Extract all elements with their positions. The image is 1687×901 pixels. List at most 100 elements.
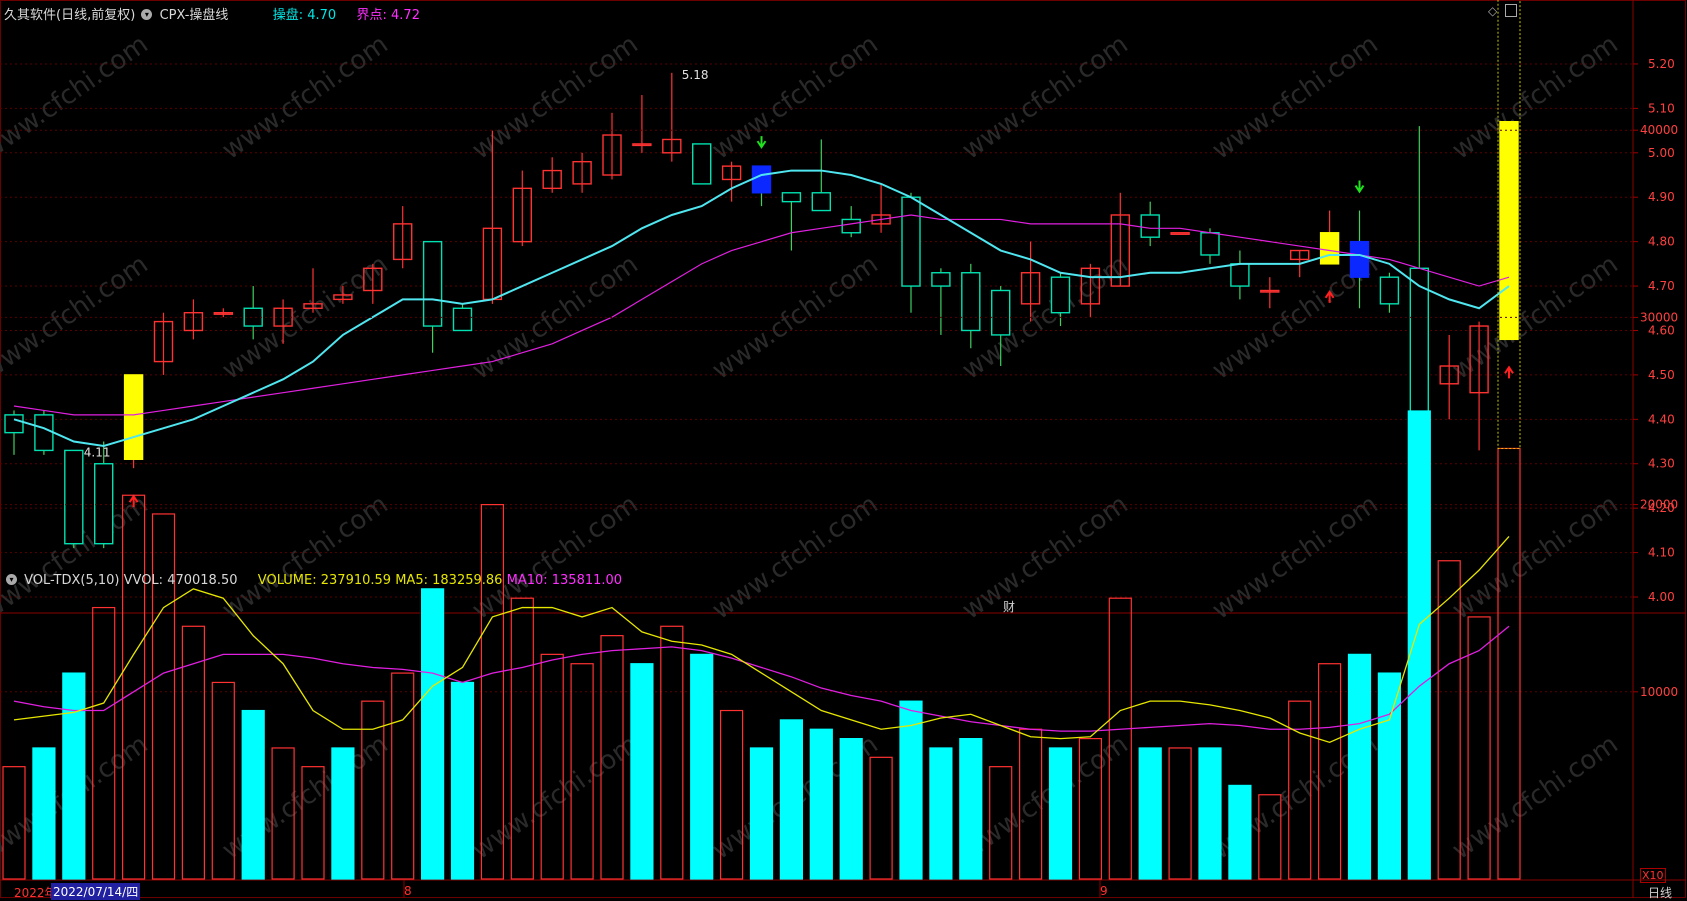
volume-bar <box>869 756 893 880</box>
volume-bar <box>480 504 504 880</box>
watermark-text: www.cfchi.com <box>957 729 1134 865</box>
watermark-text: www.cfchi.com <box>957 489 1134 625</box>
candle-body <box>542 169 562 190</box>
volume-tick-label: 30000 <box>1640 310 1678 324</box>
candle-body <box>632 143 652 147</box>
cai-marker[interactable]: 财 <box>1003 600 1016 614</box>
date-left: 2022年 <box>14 886 57 900</box>
volume-bar <box>1407 410 1431 880</box>
volume-bar <box>1317 663 1342 880</box>
ma10-value: 135811.00 <box>551 573 623 588</box>
volume-bar <box>809 728 833 880</box>
buy-arrow-icon <box>128 494 139 508</box>
candle-body <box>273 307 293 327</box>
jiedian-label: 界点: <box>356 8 387 23</box>
volume-tick-label: 20000 <box>1640 498 1678 512</box>
volume-bar <box>660 625 684 880</box>
price-tick-label: 4.40 <box>1648 412 1675 426</box>
extreme-price-label: 5.18 <box>682 68 709 82</box>
volume-ma-lines <box>13 535 1510 744</box>
volume-bars[interactable] <box>2 0 1521 880</box>
sell-arrow-icon <box>1354 180 1365 194</box>
watermark-text: www.cfchi.com <box>1207 29 1384 165</box>
vvol-value: 470018.50 <box>167 573 238 588</box>
price-tick-label: 4.80 <box>1648 235 1675 249</box>
price-tick-label: 5.10 <box>1648 101 1675 115</box>
volume-bar <box>1288 700 1312 880</box>
volume-bar <box>600 635 624 880</box>
watermark-text: www.cfchi.com <box>217 29 394 165</box>
price-tick-label: 4.70 <box>1648 279 1675 293</box>
volume-bar <box>1108 597 1132 880</box>
volume-header: ▾ VOL-TDX(5,10) VVOL: 470018.50 VOLUME: … <box>4 573 622 588</box>
vol-dropdown-icon[interactable]: ▾ <box>6 574 17 585</box>
candle-body <box>1260 289 1280 293</box>
candle-body <box>931 272 951 287</box>
window-icon[interactable] <box>1505 4 1517 17</box>
jiedian-value: 4.72 <box>391 8 420 23</box>
price-tick-label: 4.60 <box>1648 323 1675 337</box>
moving-averages <box>13 169 1510 447</box>
price-tick-label: 4.00 <box>1648 590 1675 604</box>
volume-bar <box>121 494 146 880</box>
vol-ma10-line <box>13 625 1510 732</box>
volume-bar <box>1437 560 1461 880</box>
candle-body <box>512 187 532 243</box>
watermark-text: www.cfchi.com <box>707 29 884 165</box>
volume-bar <box>211 681 235 880</box>
volume-value: 237910.59 <box>320 573 392 588</box>
candle-body <box>452 307 473 332</box>
volume-bar <box>570 663 594 880</box>
watermark-text: www.cfchi.com <box>707 489 884 625</box>
volume-bar <box>1078 737 1103 880</box>
candle-body <box>1140 214 1160 238</box>
ma-fast-line <box>13 169 1510 447</box>
watermark-text: www.cfchi.com <box>957 29 1134 165</box>
volume-bar <box>1138 747 1162 880</box>
period-label[interactable]: 日线 <box>1648 886 1673 900</box>
candle-body <box>692 143 712 185</box>
dropdown-icon[interactable]: ▾ <box>141 9 153 20</box>
indicator-name[interactable]: CPX-操盘线 <box>159 8 229 23</box>
watermark-text: www.cfchi.com <box>1207 489 1384 625</box>
volume-bar <box>421 588 445 880</box>
candle-body <box>422 240 443 327</box>
volume-label: VOLUME: <box>257 573 317 588</box>
candle-body <box>1349 240 1370 278</box>
price-tick-label: 4.20 <box>1648 501 1675 515</box>
volume-bar <box>32 747 56 880</box>
candle-body <box>1110 214 1131 287</box>
volume-bar <box>2 766 26 880</box>
caopan-value: 4.70 <box>307 8 337 23</box>
candle-body <box>153 320 174 363</box>
volume-bar <box>241 709 265 880</box>
candle-body <box>781 192 802 203</box>
price-tick-label: 5.20 <box>1648 57 1675 71</box>
date-cursor: 2022/07/14/四 <box>51 883 141 900</box>
volume-bar <box>1048 747 1073 880</box>
candle-body <box>1289 249 1310 261</box>
vvol-label: VVOL: <box>123 573 164 588</box>
volume-bar <box>1198 747 1222 880</box>
volume-bar <box>690 653 714 880</box>
price-tick-label: 5.00 <box>1648 146 1675 160</box>
price-tick-label: 4.90 <box>1648 190 1675 204</box>
caopan-label: 操盘: <box>272 8 304 23</box>
candle-body <box>1439 365 1459 385</box>
candles[interactable] <box>4 72 1519 549</box>
candle-body <box>721 165 742 181</box>
candle-body <box>1379 276 1400 305</box>
vol-name[interactable]: VOL-TDX(5,10) <box>24 573 120 588</box>
volume-axis: 10000 20000 30000 40000 <box>1633 123 1678 699</box>
ma10-label: MA10: <box>506 573 548 588</box>
candle-body <box>1469 325 1489 394</box>
candle-body <box>811 192 831 212</box>
candle-body <box>393 223 413 261</box>
candle-body <box>1200 232 1220 256</box>
volume-bar <box>1497 447 1521 880</box>
candle-body <box>751 165 772 194</box>
price-header: 久其软件(日线,前复权) ▾ CPX-操盘线 操盘: 4.70 界点: 4.72 <box>4 4 420 23</box>
candle-body <box>602 134 622 176</box>
diamond-icon[interactable]: ◇ <box>1488 4 1498 18</box>
